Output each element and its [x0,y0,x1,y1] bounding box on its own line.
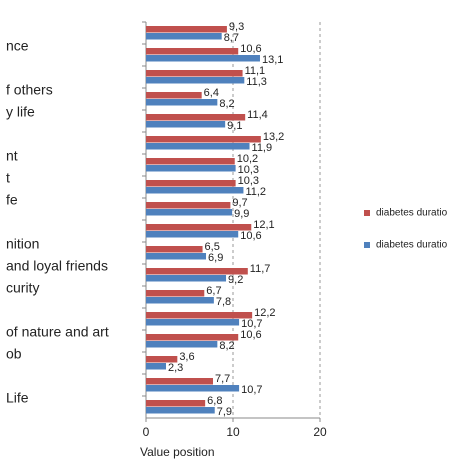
value-label: 7,8 [216,296,231,308]
value-label: 10,6 [240,230,261,242]
bar [146,202,231,209]
bar [146,158,235,165]
value-label: 11,9 [252,142,273,154]
value-label: 11,1 [245,65,266,77]
value-label: 6,4 [204,87,219,99]
category-label: nce [6,38,29,54]
category-label: nt [6,148,18,164]
bar [146,114,246,121]
value-label: 10,6 [240,329,261,341]
bar [146,70,243,77]
value-label: 6,7 [206,285,221,297]
value-label: 10,2 [237,153,258,165]
bar [146,290,205,297]
value-label: 13,2 [263,131,284,143]
category-label: fe [6,192,18,208]
value-label: 6,8 [207,395,222,407]
value-label: 9,7 [232,197,247,209]
bar [146,407,215,414]
value-label: 10,3 [238,175,259,187]
bar [146,209,233,216]
bar [146,246,203,253]
x-tick-label: 0 [143,425,150,439]
bar [146,224,252,231]
legend-swatch [364,242,370,248]
category-label: ob [6,346,22,362]
x-tick-label: 20 [313,425,327,439]
value-label: 6,5 [205,241,220,253]
legend-label: diabetes duratio [376,208,448,219]
value-label: 7,7 [215,373,230,385]
x-axis-label: Value position [140,445,215,459]
bar [146,363,167,370]
value-label: 7,9 [217,406,232,418]
bar [146,312,253,319]
bar [146,165,236,172]
bar [146,400,206,407]
bar [146,297,214,304]
value-label: 2,3 [168,362,183,374]
category-label: t [6,170,10,186]
value-label: 9,1 [227,120,242,132]
value-label: 11,3 [246,76,267,88]
value-label: 9,3 [229,21,244,33]
value-label: 10,6 [240,43,261,55]
category-label: f others [6,82,53,98]
bar [146,92,202,99]
bar [146,341,218,348]
category-label: curity [6,280,39,296]
value-label: 11,7 [250,263,271,275]
value-label: 11,4 [247,109,268,121]
value-label: 10,7 [241,318,262,330]
value-label: 10,3 [238,164,259,176]
bar [146,180,236,187]
bar [146,253,207,260]
bar [146,356,178,363]
value-label: 8,2 [219,340,234,352]
bar [146,143,250,150]
value-label: 9,9 [234,208,249,220]
bar [146,378,213,385]
category-label: nition [6,236,39,252]
value-label: 8,7 [224,32,239,44]
bar [146,268,248,275]
value-label: 9,2 [228,274,243,286]
value-label: 3,6 [179,351,194,363]
bar [146,33,222,40]
value-label: 12,2 [254,307,275,319]
value-label: 11,2 [245,186,266,198]
bar [146,48,239,55]
category-label: of nature and art [6,324,109,340]
bar [146,77,245,84]
bar [146,275,227,282]
bar [146,187,244,194]
legend-swatch [364,210,370,216]
legend-label: diabetes duratio [376,240,448,251]
x-tick-label: 10 [226,425,240,439]
bar [146,319,240,326]
bar [146,99,218,106]
value-label: 6,9 [208,252,223,264]
value-label: 12,1 [253,219,274,231]
bar [146,334,239,341]
value-label: 8,2 [219,98,234,110]
bar [146,55,260,62]
category-label: and loyal friends [6,258,108,274]
bar [146,136,261,143]
bar [146,385,240,392]
value-label: 10,7 [241,384,262,396]
category-label: y life [6,104,35,120]
value-label: 13,1 [262,54,283,66]
bar [146,231,239,238]
category-label: Life [6,390,29,406]
bar [146,121,226,128]
bar [146,26,227,33]
